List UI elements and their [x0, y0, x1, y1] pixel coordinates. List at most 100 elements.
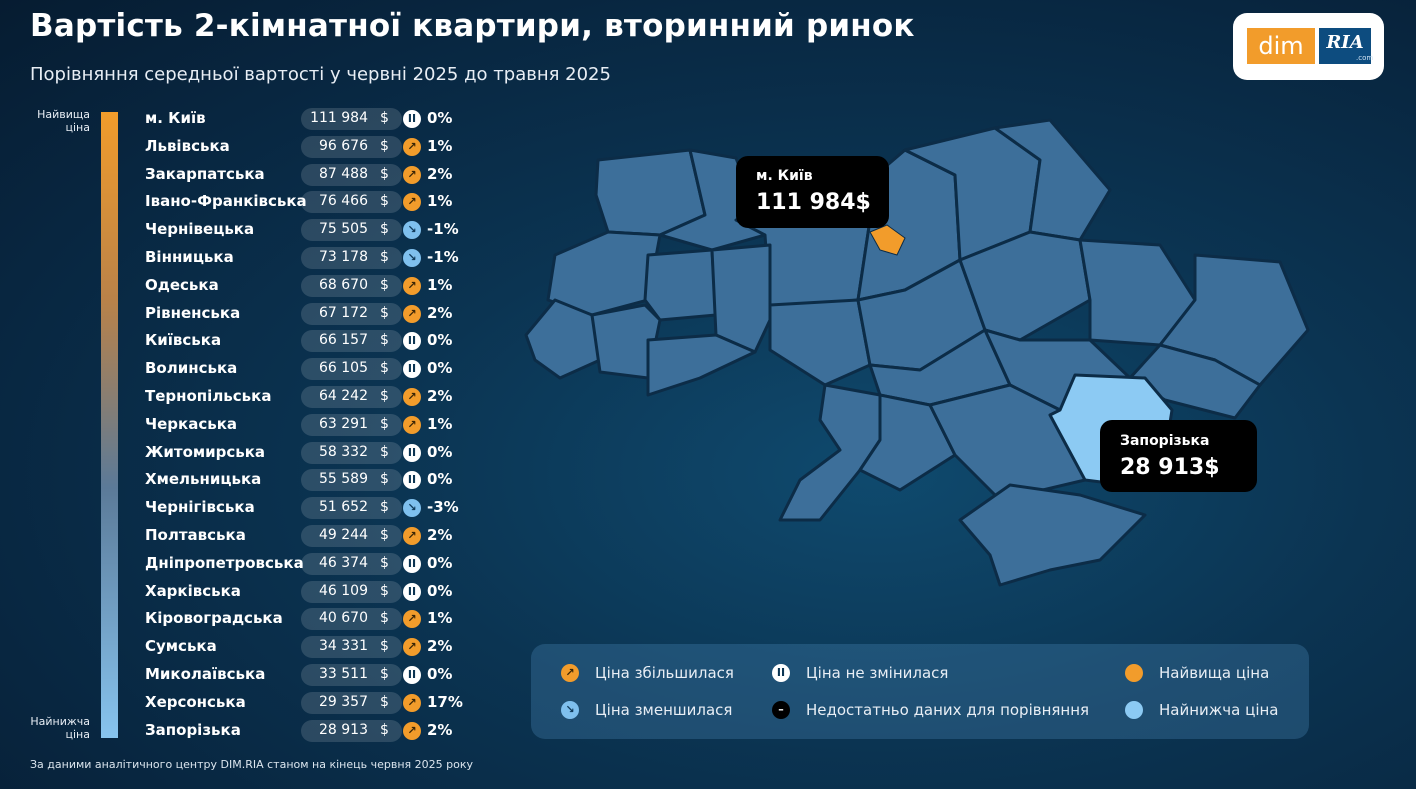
legend-same-icon: II [772, 664, 790, 682]
currency-sign: $ [380, 721, 389, 738]
scale-top-label: Найвища ціна [37, 108, 90, 134]
currency-sign: $ [380, 360, 389, 377]
region-name: Київська [145, 331, 222, 350]
change-percent: 2% [427, 720, 453, 739]
legend-nodata-label: Недостатньо даних для порівняння [806, 701, 1090, 719]
table-row: Черкаська 63 291 $ ↗ 1% [0, 413, 470, 437]
table-row: м. Київ 111 984 $ II 0% [0, 107, 470, 131]
map-legend: ↗ Ціна збільшилася ↘ Ціна зменшилася II … [531, 644, 1309, 739]
region-krym [958, 483, 1147, 587]
region-vinnytska [768, 298, 872, 387]
map-label-lowest: Запорізька 28 913$ [1100, 420, 1257, 492]
price-value: 64 242 [319, 388, 368, 404]
currency-sign: $ [380, 388, 389, 404]
logo-dim: dim [1247, 28, 1315, 64]
currency-sign: $ [380, 415, 389, 432]
map-label-lowest-value: 28 913$ [1120, 455, 1220, 480]
currency-sign: $ [380, 443, 389, 460]
region-name: Дніпропетровська [145, 553, 304, 572]
price-value: 75 505 [319, 221, 368, 238]
change-up-icon: ↗ [403, 388, 421, 406]
price-value: 51 652 [319, 499, 368, 516]
table-row: Вінницька 73 178 $ ↘ -1% [0, 246, 470, 270]
legend-lowest-label: Найнижча ціна [1159, 701, 1279, 719]
region-name: Харківська [145, 581, 241, 600]
legend-up-label: Ціна збільшилася [595, 664, 734, 682]
value-pill [301, 608, 402, 631]
region-name: м. Київ [145, 109, 206, 127]
region-name: Волинська [145, 359, 238, 378]
value-pill [301, 330, 402, 353]
value-pill [301, 302, 402, 325]
currency-sign: $ [380, 276, 389, 293]
change-up-icon: ↗ [403, 721, 421, 740]
price-value: 111 984 [310, 110, 368, 126]
price-value: 58 332 [319, 443, 368, 460]
region-name: Кіровоградська [145, 609, 283, 628]
value-pill [301, 191, 402, 214]
change-up-icon: ↗ [403, 610, 421, 629]
table-row: Сумська 34 331 $ ↗ 2% [0, 635, 470, 659]
value-pill [301, 580, 402, 603]
currency-sign: $ [380, 249, 389, 265]
currency-sign: $ [380, 332, 389, 349]
map-label-highest: м. Київ 111 984$ [736, 156, 889, 228]
currency-sign: $ [380, 221, 389, 238]
change-percent: 0% [427, 331, 453, 350]
change-same-icon: II [403, 554, 421, 573]
region-name: Чернігівська [145, 498, 255, 517]
change-percent: -3% [427, 498, 459, 517]
map-regions [524, 118, 1310, 587]
table-row: Херсонська 29 357 $ ↗ 17% [0, 691, 470, 715]
change-percent: 1% [427, 275, 453, 294]
region-name: Одеська [145, 275, 219, 294]
currency-sign: $ [380, 693, 389, 710]
change-percent: 1% [427, 192, 453, 211]
change-up-icon: ↗ [403, 527, 421, 545]
change-percent: 0% [427, 359, 453, 378]
region-name: Запорізька [145, 720, 241, 739]
region-name: Сумська [145, 637, 217, 656]
price-value: 55 589 [319, 471, 368, 488]
price-value: 96 676 [319, 137, 368, 154]
currency-sign: $ [380, 193, 389, 210]
value-pill [301, 413, 402, 436]
logo-com: .com [1356, 54, 1374, 62]
region-ternopilska [643, 248, 718, 322]
change-percent: 1% [427, 136, 453, 155]
change-up-icon: ↗ [403, 693, 421, 712]
change-up-icon: ↗ [403, 165, 421, 184]
value-pill [301, 274, 402, 297]
table-row: Хмельницька 55 589 $ II 0% [0, 468, 470, 492]
region-chernivetska [646, 333, 757, 397]
change-percent: 0% [427, 109, 453, 127]
value-pill [301, 719, 402, 742]
change-percent: 1% [427, 609, 453, 628]
change-percent: 0% [427, 442, 453, 461]
logo-ria: RIA [1319, 28, 1371, 64]
region-name: Миколаївська [145, 665, 266, 683]
dim-ria-logo[interactable]: dim RIA .com [1233, 13, 1384, 80]
change-percent: 1% [427, 414, 453, 433]
table-row: Львівська 96 676 $ ↗ 1% [0, 135, 470, 159]
region-name: Львівська [145, 136, 230, 155]
change-percent: -1% [427, 248, 459, 266]
currency-sign: $ [380, 610, 389, 627]
region-name: Тернопільська [145, 387, 272, 405]
change-up-icon: ↗ [403, 193, 421, 212]
currency-sign: $ [380, 638, 389, 655]
price-value: 28 913 [319, 721, 368, 738]
change-percent: 0% [427, 470, 453, 489]
change-down-icon: ↘ [403, 249, 421, 267]
source-footer: За даними аналітичного центру DIM.RIA ст… [30, 758, 473, 771]
currency-sign: $ [380, 582, 389, 599]
table-row: Закарпатська 87 488 $ ↗ 2% [0, 163, 470, 187]
currency-sign: $ [380, 110, 389, 126]
legend-highest-label: Найвища ціна [1159, 664, 1270, 682]
table-row: Запорізька 28 913 $ ↗ 2% [0, 719, 470, 743]
change-up-icon: ↗ [403, 304, 421, 323]
table-row: Миколаївська 33 511 $ II 0% [0, 663, 470, 687]
region-name: Івано-Франківська [145, 192, 307, 211]
change-percent: 2% [427, 164, 453, 183]
table-row: Волинська 66 105 $ II 0% [0, 357, 470, 381]
